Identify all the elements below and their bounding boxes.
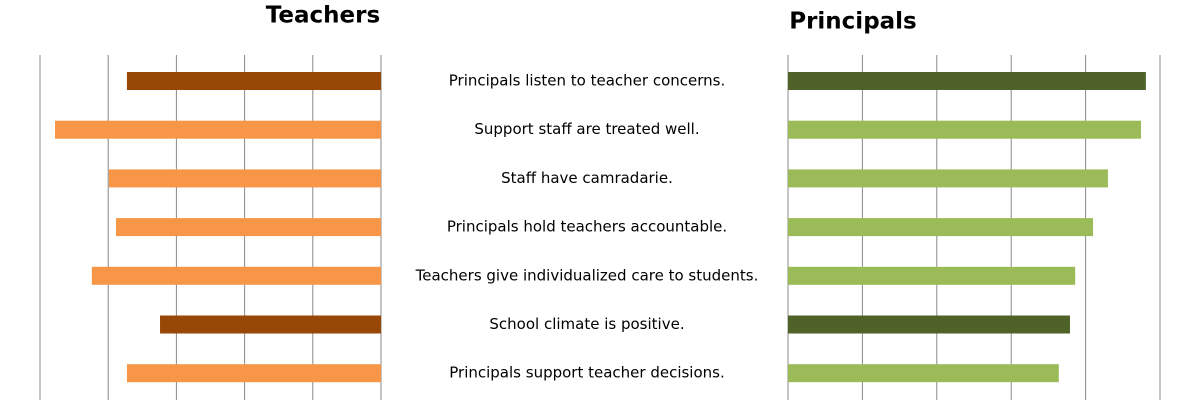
bar — [55, 120, 382, 139]
bar — [91, 266, 381, 285]
bar — [160, 315, 381, 334]
category-label: School climate is positive. — [489, 315, 684, 333]
bar — [788, 169, 1108, 188]
panel-title: Principals — [789, 9, 917, 35]
panel-title: Teachers — [266, 3, 380, 29]
bar — [788, 266, 1076, 285]
category-label: Principals hold teachers accountable. — [447, 218, 727, 236]
category-label: Teachers give individualized care to stu… — [415, 266, 759, 284]
bar — [126, 72, 381, 90]
bar — [126, 364, 381, 383]
bar — [788, 315, 1070, 334]
bar — [116, 218, 381, 237]
category-label: Principals support teacher decisions. — [449, 364, 725, 382]
category-label: Support staff are treated well. — [474, 120, 699, 138]
category-label: Staff have camradarie. — [501, 169, 673, 187]
bar — [788, 120, 1142, 139]
bar — [788, 72, 1146, 90]
bar — [788, 364, 1059, 383]
bar — [788, 218, 1094, 237]
bar — [108, 169, 381, 188]
category-label: Principals listen to teacher concerns. — [449, 72, 725, 90]
